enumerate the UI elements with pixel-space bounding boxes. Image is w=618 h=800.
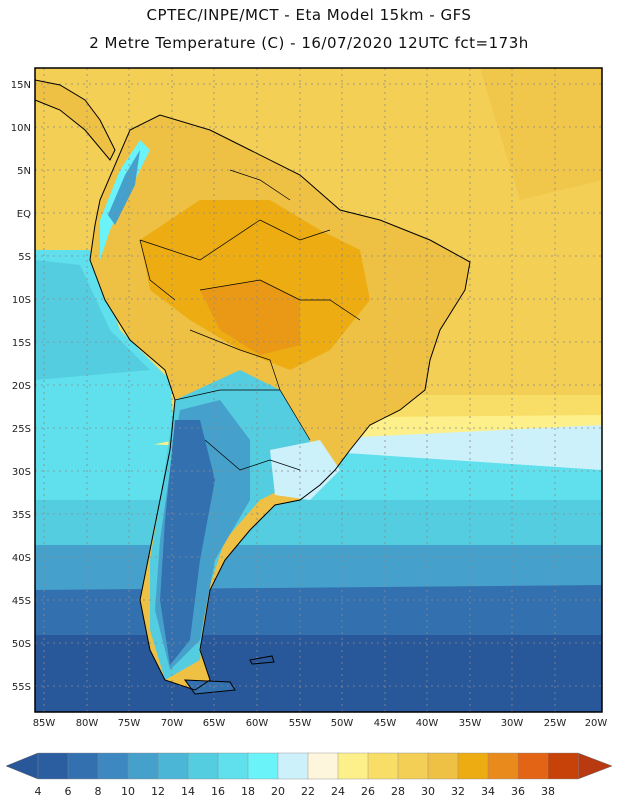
colorbar-label: 4 xyxy=(35,785,42,798)
longitude-axis: 85W 80W 75W 70W 65W 60W 55W 50W 45W 40W … xyxy=(33,718,608,729)
lat-tick: 15N xyxy=(11,80,31,91)
colorbar-label: 8 xyxy=(95,785,102,798)
colorbar-swatch xyxy=(217,752,249,780)
colorbar-swatch xyxy=(37,752,69,780)
colorbar: 4 6 8 10 12 14 16 18 20 22 24 26 28 30 32 34 36 38 xyxy=(5,752,613,798)
lat-tick: 20S xyxy=(12,381,31,392)
colorbar-swatch xyxy=(367,752,399,780)
colorbar-swatch xyxy=(67,752,99,780)
colorbar-swatch xyxy=(547,752,579,780)
lat-tick: 35S xyxy=(12,510,31,521)
colorbar-label: 30 xyxy=(421,785,435,798)
lon-tick: 25W xyxy=(544,718,567,729)
lat-tick: 10N xyxy=(11,123,31,134)
lat-tick: 45S xyxy=(12,596,31,607)
lat-tick: EQ xyxy=(17,209,31,220)
lat-tick: 25S xyxy=(12,424,31,435)
map-frame xyxy=(34,67,603,713)
map-field xyxy=(35,68,602,712)
colorbar-label: 22 xyxy=(301,785,315,798)
lon-tick: 55W xyxy=(289,718,312,729)
lon-tick: 35W xyxy=(459,718,482,729)
graticule xyxy=(35,68,602,712)
lat-tick: 10S xyxy=(12,295,31,306)
colorbar-over-arrow xyxy=(577,752,613,780)
colorbar-swatch xyxy=(97,752,129,780)
lon-tick: 30W xyxy=(501,718,524,729)
colorbar-swatch xyxy=(247,752,279,780)
colorbar-label: 14 xyxy=(181,785,195,798)
colorbar-swatch xyxy=(127,752,159,780)
colorbar-label: 18 xyxy=(241,785,255,798)
latitude-axis: 15N 10N 5N EQ 5S 10S 15S 20S 25S 30S 35S… xyxy=(11,80,31,693)
country-borders xyxy=(139,169,361,471)
lat-tick: 40S xyxy=(12,553,31,564)
colorbar-label: 10 xyxy=(121,785,135,798)
lat-tick: 55S xyxy=(12,682,31,693)
colorbar-label: 20 xyxy=(271,785,285,798)
colorbar-label: 34 xyxy=(481,785,495,798)
coastlines xyxy=(34,79,471,695)
colorbar-swatch xyxy=(187,752,219,780)
colorbar-label: 36 xyxy=(511,785,525,798)
colorbar-swatch xyxy=(277,752,309,780)
lon-tick: 45W xyxy=(374,718,397,729)
colorbar-label: 28 xyxy=(391,785,405,798)
lat-tick: 15S xyxy=(12,338,31,349)
lon-tick: 40W xyxy=(416,718,439,729)
colorbar-label: 26 xyxy=(361,785,375,798)
colorbar-swatch xyxy=(337,752,369,780)
lon-tick: 70W xyxy=(161,718,184,729)
lat-tick: 30S xyxy=(12,467,31,478)
map-subtitle: 2 Metre Temperature (C) - 16/07/2020 12U… xyxy=(89,34,529,52)
colorbar-swatch xyxy=(427,752,459,780)
colorbar-label: 24 xyxy=(331,785,345,798)
lat-tick: 50S xyxy=(12,639,31,650)
colorbar-label: 16 xyxy=(211,785,225,798)
map-title: CPTEC/INPE/MCT - Eta Model 15km - GFS xyxy=(146,6,472,24)
colorbar-swatch xyxy=(487,752,519,780)
lat-tick: 5S xyxy=(18,252,31,263)
colorbar-swatch xyxy=(457,752,489,780)
lon-tick: 65W xyxy=(203,718,226,729)
colorbar-label: 38 xyxy=(541,785,555,798)
colorbar-swatch xyxy=(397,752,429,780)
lon-tick: 85W xyxy=(33,718,56,729)
lon-tick: 20W xyxy=(585,718,608,729)
colorbar-label: 32 xyxy=(451,785,465,798)
colorbar-under-arrow xyxy=(5,752,39,780)
colorbar-label: 6 xyxy=(65,785,72,798)
colorbar-label: 12 xyxy=(151,785,165,798)
lon-tick: 80W xyxy=(76,718,99,729)
lat-tick: 5N xyxy=(17,166,31,177)
colorbar-swatch xyxy=(157,752,189,780)
colorbar-swatch xyxy=(517,752,549,780)
lon-tick: 75W xyxy=(118,718,141,729)
lon-tick: 50W xyxy=(331,718,354,729)
colorbar-swatch xyxy=(307,752,339,780)
lon-tick: 60W xyxy=(246,718,269,729)
